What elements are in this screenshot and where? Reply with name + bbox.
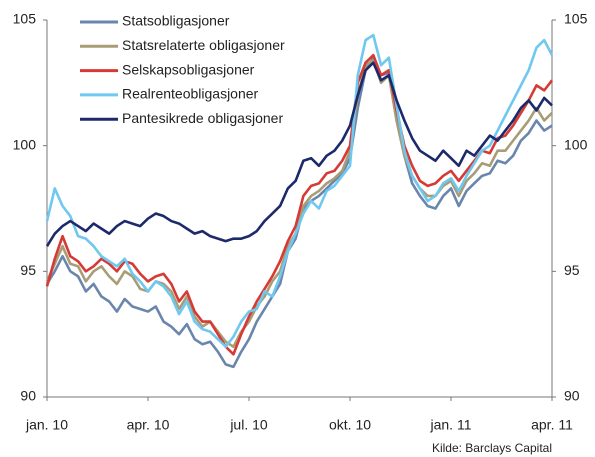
x-tick-label: jan. 11 xyxy=(430,417,472,433)
x-tick-label: jul. 10 xyxy=(229,417,268,433)
legend-label: Statsobligasjoner xyxy=(122,13,230,29)
y2-tick-label: 105 xyxy=(564,11,588,27)
x-tick-label: apr. 11 xyxy=(531,417,573,433)
legend-label: Pantesikrede obligasjoner xyxy=(122,110,283,126)
legend-label: Statsrelaterte obligasjoner xyxy=(122,37,285,53)
y2-tick-label: 90 xyxy=(564,388,580,404)
y-tick-label: 90 xyxy=(20,388,36,404)
x-tick-label: jan. 10 xyxy=(25,417,68,433)
legend-label: Realrenteobligasjoner xyxy=(122,86,259,102)
x-tick-label: apr. 10 xyxy=(127,417,170,433)
x-tick-label: okt. 10 xyxy=(329,417,371,433)
y-tick-label: 100 xyxy=(13,136,37,152)
series-line xyxy=(45,58,553,349)
legend-label: Selskapsobligasjoner xyxy=(122,61,255,77)
y-tick-label: 105 xyxy=(13,11,37,27)
source-note: Kilde: Barclays Capital xyxy=(432,441,552,455)
y2-tick-label: 95 xyxy=(564,262,580,278)
series-line xyxy=(45,53,554,356)
series-line xyxy=(45,61,553,247)
y2-tick-label: 100 xyxy=(564,136,588,152)
y-tick-label: 95 xyxy=(20,262,36,278)
series-line xyxy=(45,33,554,349)
